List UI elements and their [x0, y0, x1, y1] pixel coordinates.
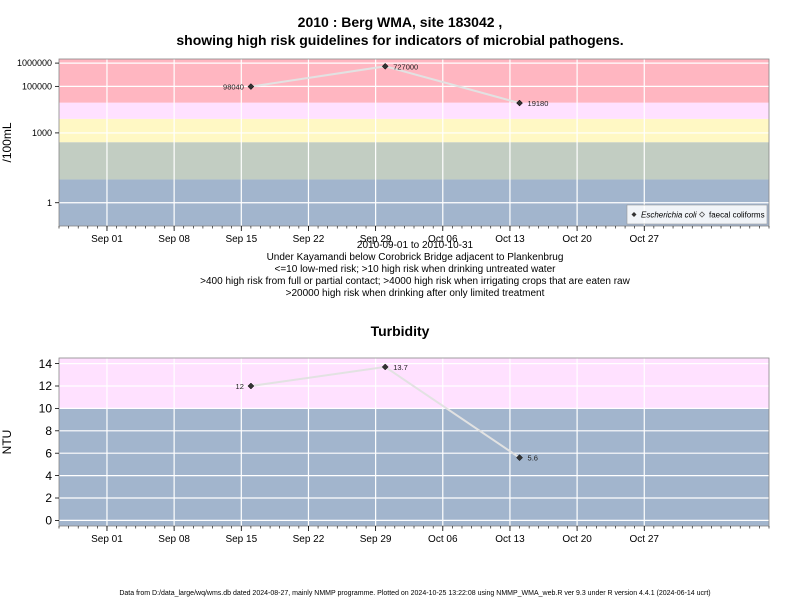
x-tick-label: Sep 01 — [91, 534, 123, 545]
y-tick-label: 1000 — [32, 128, 52, 138]
footer-note: Data from D:/data_large/wq/wms.db dated … — [119, 590, 711, 597]
guideline-text-1: <=10 low-med risk; >10 high risk when dr… — [274, 264, 556, 275]
legend-label-ecoli: Escherichia coli — [641, 211, 697, 220]
y-tick-label: 8 — [45, 424, 52, 438]
x-tick-label: Sep 15 — [225, 534, 257, 545]
data-label: 727000 — [393, 62, 418, 71]
risk-band — [59, 142, 769, 180]
y-tick-label: 2 — [45, 491, 52, 505]
data-point — [516, 454, 523, 462]
risk-band — [59, 102, 769, 119]
x-tick-label: Oct 13 — [495, 234, 525, 245]
y-axis-label: /100mL — [0, 122, 14, 162]
y-tick-label: 1000000 — [17, 58, 52, 68]
x-tick-label: Sep 22 — [293, 234, 325, 245]
x-tick-label: Oct 13 — [495, 534, 525, 545]
risk-band — [59, 358, 769, 409]
legend-box — [626, 204, 768, 225]
data-label: 12 — [236, 382, 244, 391]
x-tick-label: Oct 20 — [562, 534, 592, 545]
site-description: Under Kayamandi below Corobrick Bridge a… — [266, 252, 564, 263]
y-tick-label: 14 — [39, 357, 53, 371]
data-label: 13.7 — [393, 363, 408, 372]
legend-label-faecal: faecal coliforms — [709, 211, 765, 220]
data-point — [381, 363, 389, 371]
guideline-text-3: >20000 high risk when drinking after onl… — [285, 288, 545, 299]
y-tick-label: 0 — [45, 514, 52, 528]
x-tick-label: Sep 22 — [293, 534, 325, 545]
x-tick-label: Sep 08 — [158, 534, 190, 545]
y-tick-label: 12 — [39, 379, 53, 393]
data-point — [516, 99, 523, 107]
data-label: 19180 — [528, 99, 549, 108]
y-tick-label: 1 — [47, 198, 52, 208]
x-tick-label: Oct 27 — [630, 234, 660, 245]
x-tick-label: Oct 06 — [428, 234, 458, 245]
risk-band — [59, 408, 769, 526]
x-tick-label: Oct 06 — [428, 534, 458, 545]
x-tick-label: Oct 20 — [562, 234, 592, 245]
legend-marker-faecal — [698, 211, 706, 218]
legend-marker-ecoli — [631, 212, 637, 217]
x-tick-label: Sep 08 — [158, 234, 190, 245]
chart-title: 2010 : Berg WMA, site 183042 , — [297, 14, 503, 30]
x-tick-label: Sep 01 — [91, 234, 123, 245]
data-point — [247, 83, 255, 90]
risk-band — [59, 59, 769, 103]
guideline-text-2: >400 high risk from full or partial cont… — [200, 276, 630, 287]
y-tick-label: 10 — [39, 402, 53, 416]
x-tick-label: Sep 29 — [360, 234, 392, 245]
date-range: 2010-09-01 to 2010-10-31 — [356, 240, 474, 251]
x-tick-label: Sep 15 — [225, 234, 257, 245]
data-point — [381, 62, 389, 70]
x-tick-label: Oct 27 — [630, 534, 660, 545]
y-tick-label: 100000 — [22, 82, 52, 92]
y-axis-label: NTU — [0, 430, 14, 455]
data-label: 5.6 — [528, 454, 538, 463]
data-label: 98040 — [223, 83, 244, 92]
risk-band — [59, 118, 769, 143]
y-tick-label: 4 — [45, 469, 52, 483]
y-tick-label: 6 — [45, 446, 52, 460]
chart-title-line2: showing high risk guidelines for indicat… — [176, 32, 624, 48]
data-point — [247, 382, 255, 390]
x-tick-label: Sep 29 — [360, 534, 392, 545]
turbidity-title: Turbidity — [370, 323, 430, 339]
